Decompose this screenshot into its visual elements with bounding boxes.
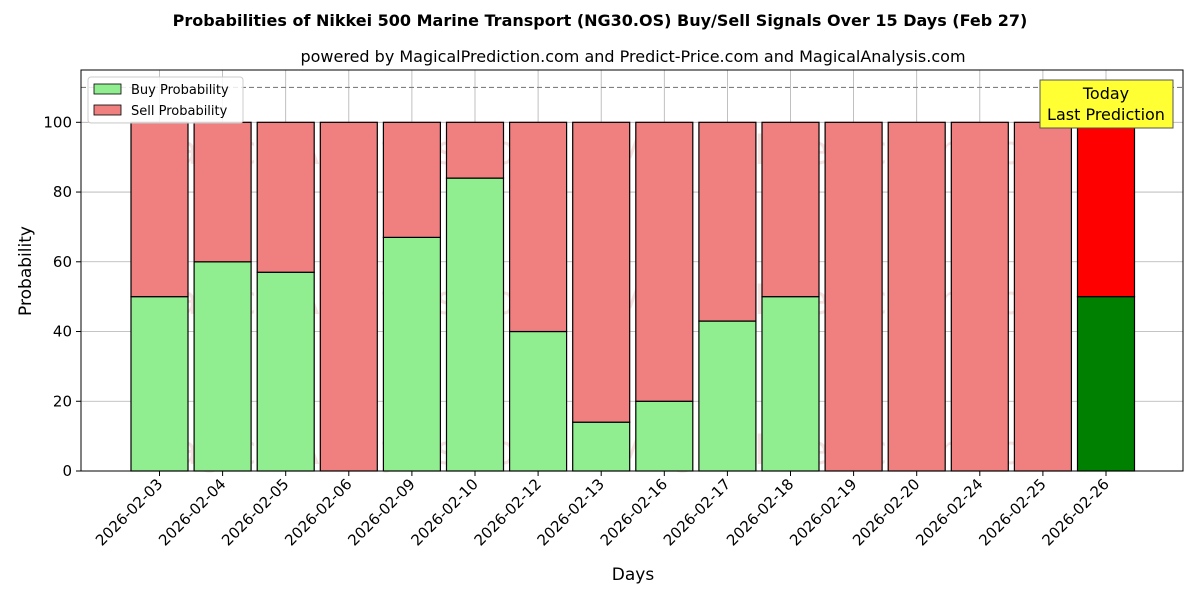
y-tick-label: 40 [53, 323, 72, 341]
bar-buy-2026-02-04 [193, 261, 252, 472]
legend-swatch-sell [93, 104, 122, 116]
bar-sell-2026-02-17 [698, 121, 757, 322]
bar-buy-2026-02-18 [761, 296, 820, 472]
y-axis-label: Probability [16, 226, 36, 316]
plot-frame [80, 69, 1184, 472]
chart-subtitle: powered by MagicalPrediction.com and Pre… [300, 47, 965, 66]
x-axis-label: Days [612, 565, 655, 585]
bar-buy-2026-02-17 [698, 320, 757, 472]
x-tick-label: 2026-02-10 [407, 475, 481, 549]
bar-sell-2026-02-26 [1076, 121, 1136, 298]
x-axis-ticks: 2026-02-032026-02-042026-02-052026-02-06… [92, 471, 1113, 549]
bar-buy-2026-02-09 [382, 236, 441, 472]
chart-title: Probabilities of Nikkei 500 Marine Trans… [173, 11, 1028, 30]
bar-buy-2026-02-12 [509, 330, 568, 472]
x-tick-label: 2026-02-24 [912, 475, 986, 549]
bar-sell-2026-02-25 [1013, 121, 1073, 472]
bar-sell-2026-02-19 [824, 121, 883, 472]
x-tick-label: 2026-02-17 [660, 475, 734, 549]
bars [130, 121, 1136, 472]
x-tick-label: 2026-02-05 [218, 475, 292, 549]
bar-sell-2026-02-13 [572, 121, 631, 423]
annotation-line-today: Today [1082, 84, 1129, 103]
legend-frame [87, 76, 244, 124]
bar-sell-2026-02-04 [193, 121, 252, 263]
x-tick-label: 2026-02-06 [281, 475, 355, 549]
bar-buy-2026-02-10 [445, 177, 505, 472]
x-tick-label: 2026-02-13 [534, 475, 608, 549]
legend-label-sell: Sell Probability [131, 104, 228, 119]
y-tick-label: 20 [53, 392, 72, 410]
x-tick-label: 2026-02-19 [786, 475, 860, 549]
bar-sell-2026-02-05 [256, 121, 315, 273]
bar-sell-2026-02-12 [509, 121, 568, 333]
y-tick-label: 0 [62, 462, 72, 480]
y-tick-label: 80 [53, 183, 72, 201]
x-tick-label: 2026-02-04 [155, 475, 229, 549]
x-tick-label: 2026-02-16 [597, 475, 671, 549]
x-tick-label: 2026-02-26 [1038, 475, 1112, 549]
bar-sell-2026-02-09 [382, 121, 441, 238]
bar-buy-2026-02-13 [572, 421, 631, 472]
y-tick-label: 100 [43, 113, 72, 131]
bar-sell-2026-02-06 [319, 121, 378, 472]
bar-sell-2026-02-24 [950, 121, 1009, 472]
legend-label-buy: Buy Probability [131, 83, 229, 98]
legend: Buy Probability Sell Probability [87, 76, 244, 124]
annotation-box [1039, 79, 1174, 129]
annotation-line-last-prediction: Last Prediction [1047, 105, 1165, 124]
bar-sell-2026-02-03 [130, 121, 189, 298]
bar-buy-2026-02-16 [635, 400, 694, 472]
today-annotation: Today Last Prediction [1039, 79, 1174, 129]
y-tick-label: 60 [53, 253, 72, 271]
legend-swatch-buy [93, 83, 122, 95]
x-tick-label: 2026-02-09 [344, 475, 418, 549]
x-tick-label: 2026-02-12 [471, 475, 545, 549]
x-tick-label: 2026-02-03 [92, 475, 166, 549]
bar-buy-2026-02-03 [130, 296, 189, 472]
bar-sell-2026-02-20 [887, 121, 946, 472]
bar-buy-2026-02-05 [256, 271, 315, 472]
bar-sell-2026-02-16 [635, 121, 694, 402]
x-tick-label: 2026-02-25 [975, 475, 1049, 549]
bar-buy-2026-02-26 [1076, 296, 1136, 472]
bar-sell-2026-02-18 [761, 121, 820, 298]
y-axis-ticks: 0 20 40 60 80 100 [43, 113, 81, 480]
bar-sell-2026-02-10 [445, 121, 505, 179]
x-tick-label: 2026-02-20 [849, 475, 923, 549]
x-tick-label: 2026-02-18 [723, 475, 797, 549]
